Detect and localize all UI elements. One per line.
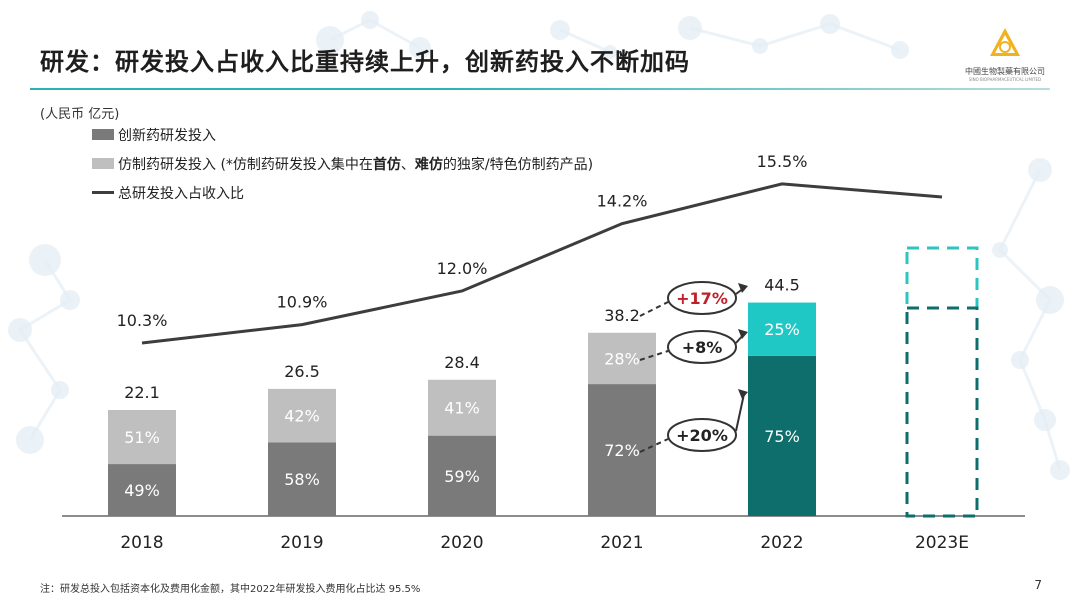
- legend-generic-prefix: 仿制药研发投入 (*仿制药研发投入集中在: [118, 156, 373, 173]
- forecast-inner-outline-2023E: [905, 306, 979, 518]
- legend-generic-bold-first: 首仿: [372, 156, 401, 173]
- bar-total-label-2021: 38.2: [604, 306, 640, 325]
- logo-name-en: SINO BIOPHARMACEUTICAL LIMITED: [968, 77, 1042, 82]
- callout-ellipse-1: [667, 330, 737, 364]
- bar-total-label-2022: 44.5: [764, 276, 800, 295]
- callout-connector-left-1: [639, 350, 669, 361]
- bar-innovative-2019: [268, 442, 336, 516]
- bar-label-generic-2020: 41%: [444, 399, 480, 418]
- ratio-label-2020: 12.0%: [437, 259, 488, 278]
- bar-total-label-2018: 22.1: [124, 383, 160, 402]
- x-tick-label-2018: 2018: [120, 533, 163, 553]
- legend-generic-sep: 、: [400, 156, 415, 173]
- legend-label-generic: 仿制药研发投入 (*仿制药研发投入集中在首仿、难仿的独家/特色仿制药产品): [118, 154, 593, 174]
- bar-label-generic-2022: 25%: [764, 320, 800, 339]
- x-tick-label-2019: 2019: [280, 533, 323, 553]
- callout-arrow-right-2: [735, 393, 745, 432]
- callout-arrowhead-1: [738, 329, 748, 339]
- growth-callout-label-total: +17%: [676, 289, 728, 308]
- forecast-outline-2023E: [905, 246, 979, 518]
- legend-item-innovative: 创新药研发投入: [92, 120, 593, 149]
- legend-swatch-ratio: [92, 191, 114, 194]
- callout-arrowhead-2: [738, 389, 748, 399]
- chart-legend: 创新药研发投入 仿制药研发投入 (*仿制药研发投入集中在首仿、难仿的独家/特色仿…: [92, 120, 593, 207]
- bar-innovative-2020: [428, 435, 496, 516]
- page-number: 7: [1034, 578, 1042, 592]
- ratio-label-2021: 14.2%: [597, 192, 648, 211]
- bar-generic-2020: [428, 379, 496, 436]
- footnote: 注：研发总投入包括资本化及费用化金额，其中2022年研发投入费用化占比达 95.…: [40, 584, 421, 595]
- growth-callout-label-generic: +8%: [682, 338, 723, 357]
- bar-total-label-2020: 28.4: [444, 353, 480, 372]
- bar-label-generic-2019: 42%: [284, 407, 320, 426]
- legend-swatch-innovative: [92, 129, 114, 140]
- x-tick-label-2022: 2022: [760, 533, 803, 553]
- ratio-line-series: [141, 182, 943, 345]
- bar-label-innovative-2019: 58%: [284, 470, 320, 489]
- legend-generic-suffix: 的独家/特色仿制药产品): [442, 156, 594, 173]
- logo-name-cn: 中國生物製藥有限公司: [965, 67, 1045, 76]
- ratio-label-2019: 10.9%: [277, 293, 328, 312]
- bar-label-innovative-2018: 49%: [124, 481, 160, 500]
- bar-generic-2019: [268, 388, 336, 443]
- bar-label-innovative-2021: 72%: [604, 441, 640, 460]
- slide-title: 研发：研发投入占收入比重持续上升，创新药投入不断加码: [40, 48, 690, 76]
- callout-connector-left-0: [639, 301, 669, 317]
- x-tick-label-2020: 2020: [440, 533, 483, 553]
- bar-label-innovative-2022: 75%: [764, 427, 800, 446]
- company-logo: 中國生物製藥有限公司 SINO BIOPHARMACEUTICAL LIMITE…: [960, 26, 1050, 84]
- ratio-label-2018: 10.3%: [117, 311, 168, 330]
- growth-callout-label-innovative: +20%: [676, 426, 728, 445]
- legend-item-ratio: 总研发投入占收入比: [92, 178, 593, 207]
- unit-label: (人民币 亿元): [40, 107, 120, 122]
- legend-label-ratio: 总研发投入占收入比: [118, 185, 244, 202]
- title-divider: [30, 88, 1050, 90]
- bar-total-label-2019: 26.5: [284, 362, 320, 381]
- bar-label-generic-2018: 51%: [124, 428, 160, 447]
- bar-innovative-2022: [748, 355, 816, 516]
- logo-triangle-icon: [990, 28, 1020, 56]
- bar-generic-2022: [748, 302, 816, 356]
- x-tick-label-2023E: 2023E: [915, 533, 969, 553]
- callout-ellipse-0: [667, 281, 737, 315]
- legend-label-innovative: 创新药研发投入: [118, 127, 216, 144]
- bar-label-generic-2021: 28%: [604, 349, 640, 368]
- legend-generic-bold-second: 难仿: [414, 156, 443, 173]
- legend-item-generic: 仿制药研发投入 (*仿制药研发投入集中在首仿、难仿的独家/特色仿制药产品): [92, 149, 593, 178]
- bar-generic-2018: [108, 410, 176, 465]
- bar-label-innovative-2020: 59%: [444, 467, 480, 486]
- bar-innovative-2021: [588, 384, 656, 516]
- bar-innovative-2018: [108, 464, 176, 516]
- callout-ellipse-2: [667, 418, 737, 452]
- ratio-label-2022: 15.5%: [757, 152, 808, 171]
- callout-arrowhead-0: [738, 283, 748, 293]
- x-tick-label-2021: 2021: [600, 533, 643, 553]
- legend-swatch-generic: [92, 158, 114, 169]
